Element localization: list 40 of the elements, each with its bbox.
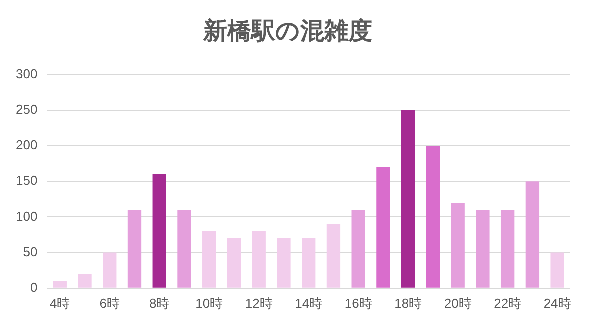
bar — [227, 238, 242, 288]
bar — [178, 210, 192, 288]
chart-title: 新橋駅の混雑度 — [202, 18, 372, 46]
bar — [128, 210, 142, 288]
bar — [152, 174, 166, 288]
bar — [252, 231, 266, 288]
x-tick-label: 14時 — [295, 296, 323, 311]
x-tick-label: 24時 — [544, 296, 572, 311]
bar — [352, 210, 366, 288]
bar — [202, 231, 216, 288]
y-tick-label: 150 — [16, 173, 38, 188]
y-tick-label: 100 — [16, 208, 38, 224]
x-tick-label: 22時 — [494, 296, 522, 311]
x-tick-label: 8時 — [149, 296, 170, 311]
y-tick-label: 300 — [16, 66, 38, 82]
y-tick-label: 50 — [23, 244, 38, 260]
bar — [103, 252, 117, 288]
x-tick-label: 10時 — [196, 296, 224, 311]
x-tick-label: 16時 — [344, 296, 372, 311]
bar — [376, 167, 390, 288]
x-tick-label: 20時 — [444, 296, 472, 311]
y-tick-label: 200 — [16, 138, 38, 153]
x-tick-label: 12時 — [245, 296, 273, 311]
bar — [426, 146, 440, 288]
bar — [500, 210, 515, 288]
y-tick-label: 0 — [30, 280, 38, 295]
bar — [550, 252, 564, 288]
x-tick-label: 6時 — [100, 296, 120, 311]
bar — [326, 224, 341, 288]
y-tick-label: 250 — [16, 102, 38, 117]
bar — [277, 238, 291, 288]
bar — [451, 202, 465, 288]
bar — [78, 274, 92, 288]
bar — [401, 110, 416, 288]
bar — [53, 281, 67, 288]
bar — [526, 182, 540, 288]
x-tick-label: 4時 — [50, 296, 70, 311]
x-tick-label: 18時 — [394, 296, 422, 311]
bar — [476, 210, 490, 288]
bar — [302, 238, 316, 288]
